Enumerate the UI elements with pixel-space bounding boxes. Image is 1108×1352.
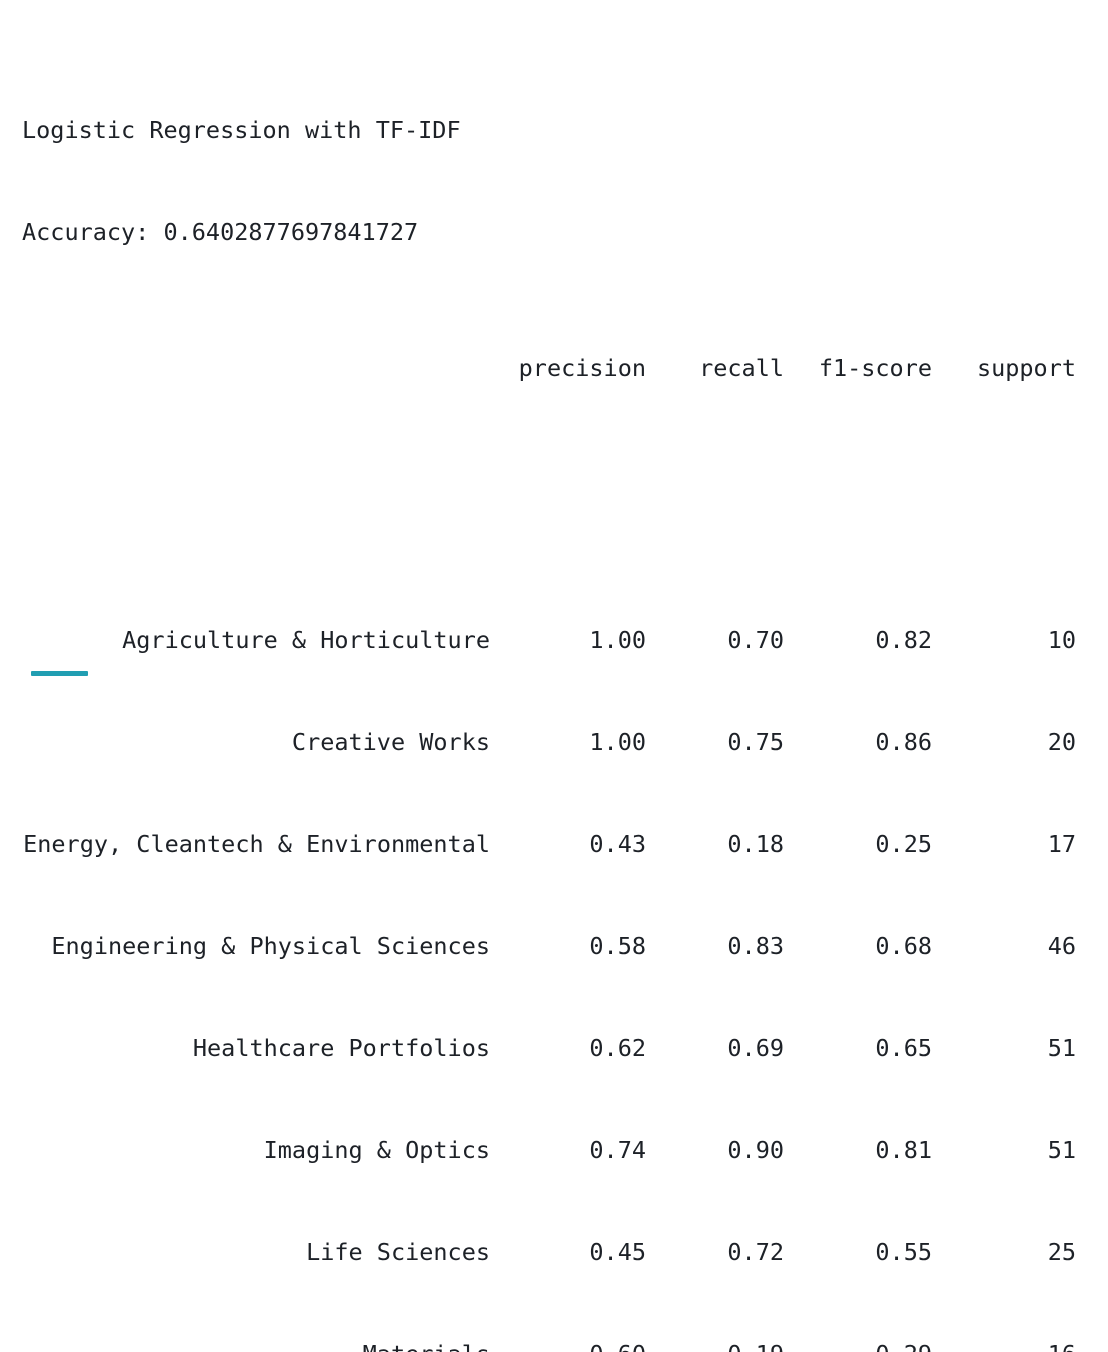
table-row: Imaging & Optics 0.74 0.90 0.81 51 bbox=[22, 1133, 1076, 1167]
table-row: Materials 0.60 0.19 0.29 16 bbox=[22, 1337, 1076, 1352]
row-recall: 0.18 bbox=[727, 830, 784, 858]
table-row: Creative Works 1.00 0.75 0.86 20 bbox=[22, 725, 1076, 759]
row-label: Life Sciences bbox=[306, 1238, 490, 1266]
row-label: Agriculture & Horticulture bbox=[122, 626, 490, 654]
row-precision: 0.58 bbox=[589, 932, 646, 960]
row-support: 46 bbox=[1047, 932, 1076, 960]
row-f1: 0.55 bbox=[875, 1238, 932, 1266]
row-precision: 0.45 bbox=[589, 1238, 646, 1266]
row-recall: 0.69 bbox=[727, 1034, 784, 1062]
column-header-precision: precision bbox=[518, 354, 646, 382]
row-support: 17 bbox=[1047, 830, 1076, 858]
row-support: 51 bbox=[1047, 1136, 1076, 1164]
header-label-spacer bbox=[22, 351, 490, 385]
row-label: Healthcare Portfolios bbox=[192, 1034, 490, 1062]
column-header-f1: f1-score bbox=[818, 354, 932, 382]
row-label: Materials bbox=[22, 1337, 490, 1352]
column-header-recall: recall bbox=[699, 354, 784, 382]
row-recall: 0.83 bbox=[727, 932, 784, 960]
table-row: Life Sciences 0.45 0.72 0.55 25 bbox=[22, 1235, 1076, 1269]
classification-report: Logistic Regression with TF-IDF Accuracy… bbox=[22, 11, 1076, 1352]
row-f1: 0.81 bbox=[875, 1136, 932, 1164]
row-f1: 0.86 bbox=[875, 728, 932, 756]
output-busy-indicator-bar bbox=[31, 671, 88, 676]
row-label: Creative Works bbox=[291, 728, 490, 756]
table-row: Engineering & Physical Sciences 0.58 0.8… bbox=[22, 929, 1076, 963]
row-f1: 0.68 bbox=[875, 932, 932, 960]
row-precision: 1.00 bbox=[589, 728, 646, 756]
row-precision: 0.43 bbox=[589, 830, 646, 858]
table-row: Healthcare Portfolios 0.62 0.69 0.65 51 bbox=[22, 1031, 1076, 1065]
table-row: Energy, Cleantech & Environmental 0.43 0… bbox=[22, 827, 1076, 861]
blank-line bbox=[22, 487, 1076, 521]
row-label: Engineering & Physical Sciences bbox=[51, 932, 490, 960]
row-recall: 0.75 bbox=[727, 728, 784, 756]
accuracy-line: Accuracy: 0.6402877697841727 bbox=[22, 218, 419, 246]
report-title: Logistic Regression with TF-IDF bbox=[22, 116, 461, 144]
row-recall: 0.19 bbox=[646, 1337, 784, 1352]
row-precision: 0.62 bbox=[589, 1034, 646, 1062]
row-f1: 0.25 bbox=[875, 830, 932, 858]
row-recall: 0.70 bbox=[727, 626, 784, 654]
row-recall: 0.90 bbox=[727, 1136, 784, 1164]
table-row: Agriculture & Horticulture 1.00 0.70 0.8… bbox=[22, 623, 1076, 657]
row-support: 16 bbox=[932, 1337, 1076, 1352]
row-precision: 1.00 bbox=[589, 626, 646, 654]
row-recall: 0.72 bbox=[727, 1238, 784, 1266]
row-f1: 0.29 bbox=[784, 1337, 932, 1352]
row-f1: 0.82 bbox=[875, 626, 932, 654]
row-support: 20 bbox=[1047, 728, 1076, 756]
row-label: Energy, Cleantech & Environmental bbox=[23, 830, 490, 858]
row-label: Imaging & Optics bbox=[263, 1136, 490, 1164]
row-support: 51 bbox=[1047, 1034, 1076, 1062]
table-header-row: precision recall f1-score support bbox=[22, 351, 1076, 385]
row-precision: 0.60 bbox=[490, 1337, 646, 1352]
row-support: 25 bbox=[1047, 1238, 1076, 1266]
row-support: 10 bbox=[1047, 626, 1076, 654]
row-precision: 0.74 bbox=[589, 1136, 646, 1164]
row-f1: 0.65 bbox=[875, 1034, 932, 1062]
column-header-support: support bbox=[976, 354, 1076, 382]
